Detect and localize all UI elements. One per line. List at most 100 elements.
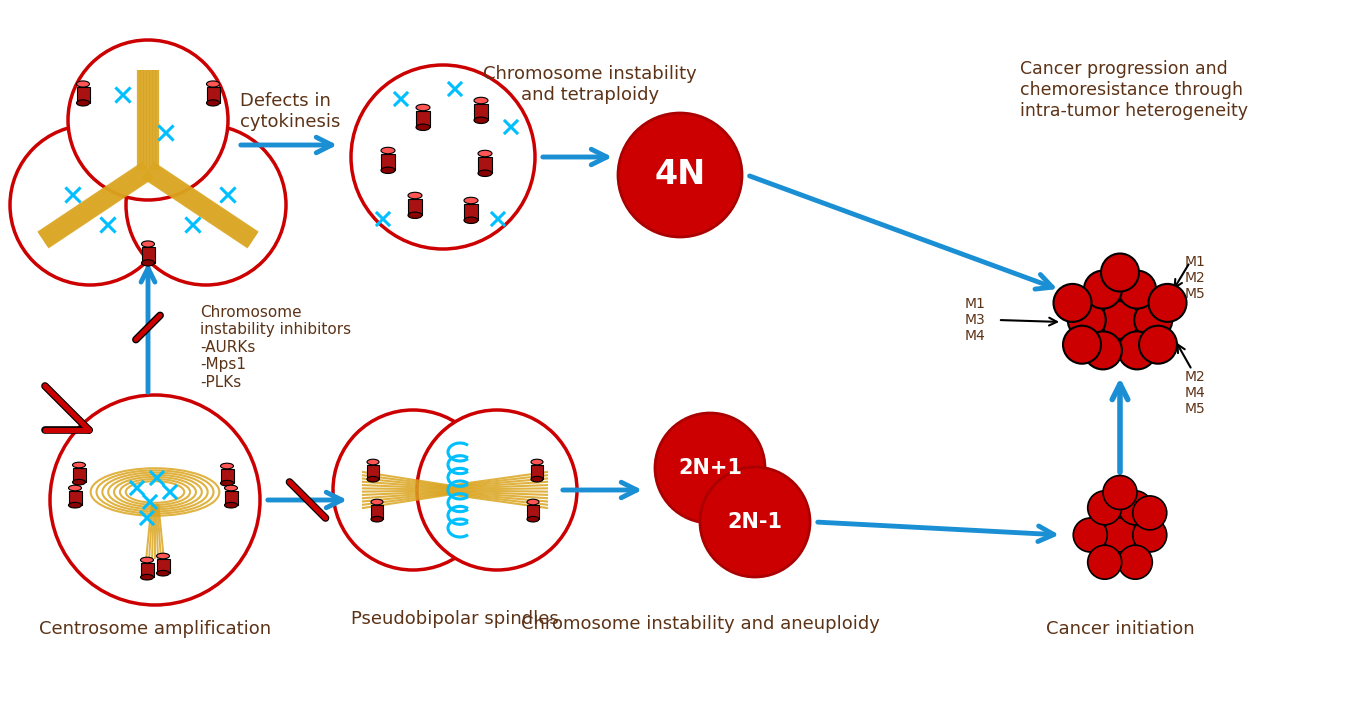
Ellipse shape <box>207 100 219 106</box>
Ellipse shape <box>464 197 477 203</box>
Circle shape <box>1053 284 1092 322</box>
Ellipse shape <box>371 499 383 505</box>
Circle shape <box>332 410 492 570</box>
Text: Chromosome instability and aneuploidy: Chromosome instability and aneuploidy <box>521 615 880 633</box>
Circle shape <box>1063 325 1101 364</box>
Bar <box>207 87 219 103</box>
Bar <box>220 469 234 484</box>
Ellipse shape <box>156 553 170 559</box>
Text: Cancer initiation: Cancer initiation <box>1045 620 1194 638</box>
Ellipse shape <box>464 217 477 223</box>
Bar <box>382 154 395 170</box>
Ellipse shape <box>408 212 421 218</box>
Ellipse shape <box>224 503 238 508</box>
Circle shape <box>1133 496 1167 530</box>
Circle shape <box>417 410 577 570</box>
Bar <box>141 247 155 263</box>
Bar <box>527 505 539 519</box>
Circle shape <box>1118 491 1152 525</box>
Circle shape <box>352 65 535 249</box>
Bar <box>416 111 430 128</box>
Text: Defects in
cytokinesis: Defects in cytokinesis <box>239 92 341 130</box>
Ellipse shape <box>531 476 543 482</box>
Bar <box>408 199 421 216</box>
Ellipse shape <box>473 117 488 123</box>
Ellipse shape <box>367 476 379 482</box>
Text: 2N+1: 2N+1 <box>679 458 741 478</box>
Circle shape <box>1101 254 1140 291</box>
Bar <box>224 491 238 506</box>
Circle shape <box>1118 331 1156 369</box>
Bar <box>371 505 383 519</box>
Circle shape <box>1088 491 1122 525</box>
Ellipse shape <box>408 192 421 199</box>
Ellipse shape <box>77 100 89 106</box>
Ellipse shape <box>68 503 82 508</box>
Bar <box>464 203 477 220</box>
Ellipse shape <box>473 97 488 104</box>
Ellipse shape <box>477 170 492 177</box>
Bar <box>531 465 543 479</box>
Ellipse shape <box>382 167 395 174</box>
Ellipse shape <box>141 241 155 247</box>
Ellipse shape <box>207 81 219 87</box>
Text: Centrosome amplification: Centrosome amplification <box>38 620 271 638</box>
Ellipse shape <box>77 81 89 87</box>
Ellipse shape <box>477 150 492 157</box>
Ellipse shape <box>531 459 543 465</box>
Circle shape <box>126 125 286 285</box>
Text: 2N-1: 2N-1 <box>728 512 782 532</box>
Circle shape <box>1083 331 1122 369</box>
Text: Pseudobipolar spindles: Pseudobipolar spindles <box>352 610 560 628</box>
Text: Chromosome instability
and tetraploidy: Chromosome instability and tetraploidy <box>483 65 696 104</box>
Ellipse shape <box>367 459 379 465</box>
Circle shape <box>1118 545 1152 579</box>
Text: M1
M3
M4: M1 M3 M4 <box>964 297 986 343</box>
Bar <box>77 87 89 103</box>
Ellipse shape <box>73 479 85 485</box>
Ellipse shape <box>224 485 238 491</box>
Circle shape <box>700 467 810 577</box>
Bar <box>68 491 82 506</box>
Circle shape <box>1103 518 1137 552</box>
Circle shape <box>1134 301 1172 339</box>
Ellipse shape <box>527 516 539 522</box>
Circle shape <box>1068 301 1105 339</box>
Ellipse shape <box>68 485 82 491</box>
Text: Cancer progression and
chemoresistance through
intra-tumor heterogeneity: Cancer progression and chemoresistance t… <box>1021 60 1248 120</box>
Bar <box>141 563 153 577</box>
Bar <box>156 559 170 573</box>
Ellipse shape <box>220 463 234 469</box>
Ellipse shape <box>371 516 383 522</box>
Circle shape <box>1074 518 1107 552</box>
Circle shape <box>1118 271 1156 308</box>
Ellipse shape <box>73 462 85 468</box>
Bar <box>473 104 488 121</box>
Circle shape <box>1101 301 1140 339</box>
Circle shape <box>1088 545 1122 579</box>
Circle shape <box>10 125 170 285</box>
Text: 4N: 4N <box>654 159 706 191</box>
Bar <box>367 465 379 479</box>
Circle shape <box>1103 476 1137 510</box>
Circle shape <box>51 395 260 605</box>
Ellipse shape <box>527 499 539 505</box>
Ellipse shape <box>141 259 155 266</box>
Ellipse shape <box>141 557 153 563</box>
Bar <box>477 157 492 173</box>
Bar <box>73 468 85 482</box>
Ellipse shape <box>156 571 170 576</box>
Circle shape <box>1083 271 1122 308</box>
Text: Chromosome
instability inhibitors
-AURKs
-Mps1
-PLKs: Chromosome instability inhibitors -AURKs… <box>200 305 352 390</box>
Circle shape <box>1140 325 1176 364</box>
Ellipse shape <box>141 574 153 580</box>
Text: M1
M2
M5: M1 M2 M5 <box>1185 255 1205 301</box>
Ellipse shape <box>416 104 430 111</box>
Ellipse shape <box>382 147 395 154</box>
Circle shape <box>655 413 765 523</box>
Circle shape <box>618 113 741 237</box>
Ellipse shape <box>220 481 234 486</box>
Circle shape <box>1133 518 1167 552</box>
Text: M2
M4
M5: M2 M4 M5 <box>1185 370 1205 416</box>
Circle shape <box>68 40 228 200</box>
